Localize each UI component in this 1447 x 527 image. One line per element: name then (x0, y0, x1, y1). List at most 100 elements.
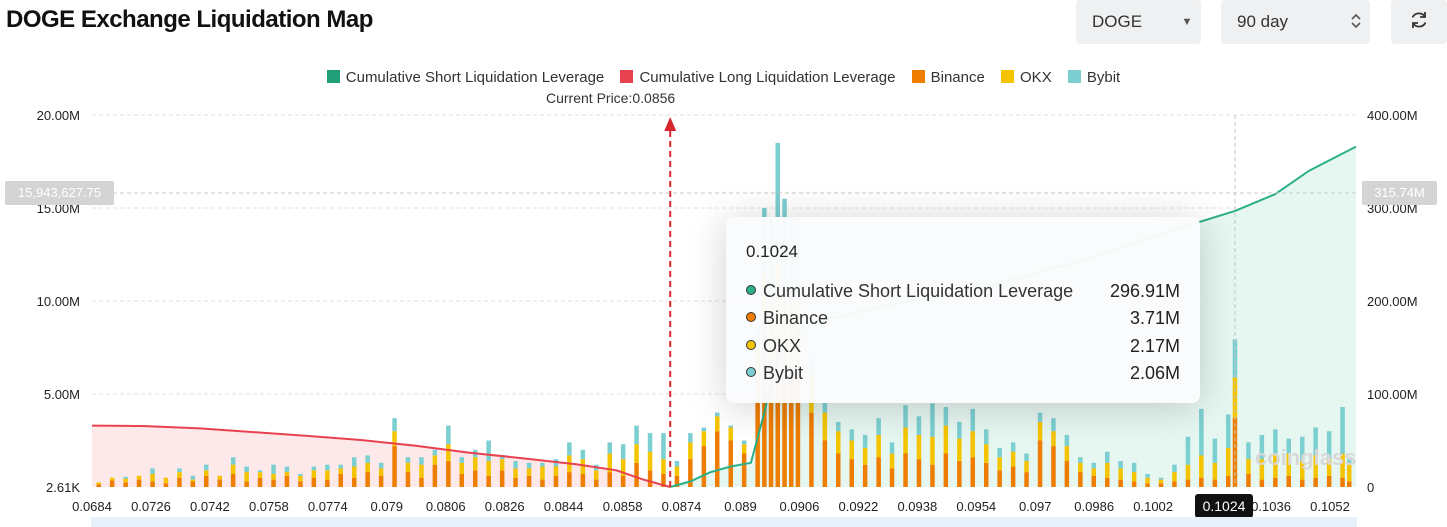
bar-binance (365, 472, 370, 487)
bar-binance (661, 474, 666, 487)
bar-bybit (728, 425, 733, 428)
bar-okx (419, 464, 424, 478)
bar-okx (1091, 468, 1096, 476)
coin-select-value: DOGE (1092, 12, 1143, 31)
bar-binance (136, 479, 142, 487)
bar-binance (1185, 479, 1191, 487)
tooltip-row-name: Cumulative Short Liquidation Leverage (763, 281, 1074, 301)
bar-bybit (1051, 418, 1056, 432)
bar-bybit (862, 434, 868, 448)
bar-bybit (580, 449, 586, 460)
tooltip-row-value: 296.91M (1109, 281, 1180, 301)
bar-bybit (244, 466, 249, 473)
tooltip-row: OKX 2.17M (746, 336, 1180, 360)
zoom-slider-track[interactable] (91, 517, 1357, 527)
bar-okx (1010, 451, 1016, 467)
bar-okx (1131, 472, 1137, 482)
bar-okx (190, 479, 196, 482)
bar-binance (849, 459, 854, 487)
bar-binance (1131, 481, 1137, 487)
bar-binance (1226, 475, 1231, 487)
bar-bybit (688, 433, 693, 443)
bar-binance (540, 479, 545, 487)
bar-bybit (567, 442, 572, 456)
bar-bybit (1185, 436, 1191, 465)
bar-okx (378, 468, 384, 476)
legend-item[interactable]: Bybit (1067, 69, 1121, 86)
bar-binance (1286, 475, 1291, 487)
x-tick-label: 0.1052 (1310, 499, 1350, 514)
bar-bybit (1091, 462, 1096, 469)
refresh-button[interactable] (1391, 0, 1447, 44)
legend-label: Cumulative Short Liquidation Leverage (345, 69, 605, 86)
bar-binance (836, 453, 841, 487)
legend-label: Binance (930, 69, 985, 86)
x-tick-label: 0.0806 (426, 499, 466, 514)
legend-label: Bybit (1086, 69, 1121, 86)
bar-binance (1326, 475, 1332, 487)
bar-bybit (459, 457, 464, 463)
legend-item[interactable]: Cumulative Short Liquidation Leverage (326, 69, 605, 86)
bar-binance (1105, 477, 1110, 487)
bar-okx (661, 459, 666, 474)
y-left-tick-label: 5.00M (44, 387, 80, 402)
bar-binance (741, 453, 747, 487)
bar-bybit (634, 425, 639, 445)
bar-okx (701, 431, 707, 447)
tooltip-dot (746, 340, 756, 350)
bar-bybit (1037, 412, 1043, 422)
legend-item[interactable]: OKX (1001, 69, 1052, 86)
bar-bybit (352, 457, 357, 467)
bar-binance (499, 470, 505, 487)
bar-bybit (325, 464, 330, 471)
updown-chevron-icon (1342, 12, 1370, 33)
bar-okx (163, 477, 169, 484)
bar-okx (284, 472, 290, 476)
bar-binance (715, 431, 720, 487)
bar-okx (862, 447, 868, 465)
bar-okx (486, 461, 491, 476)
bar-bybit (1024, 453, 1029, 461)
bar-okx (1105, 462, 1110, 478)
period-select[interactable]: 90 day (1221, 0, 1370, 44)
bar-binance (1051, 446, 1056, 487)
bar-okx (1172, 472, 1177, 482)
bar-bybit (1326, 431, 1332, 460)
x-tick-label: 0.0938 (897, 499, 937, 514)
bar-okx (136, 475, 142, 480)
bar-okx (620, 459, 626, 476)
x-tick-label: 0.0844 (544, 499, 584, 514)
bar-okx (647, 451, 653, 471)
legend-item[interactable]: Binance (911, 69, 985, 86)
bar-okx (822, 412, 828, 441)
bar-binance (311, 477, 317, 487)
bar-binance (244, 481, 249, 487)
bar-bybit (123, 476, 128, 479)
legend-item[interactable]: Cumulative Long Liquidation Leverage (620, 69, 895, 86)
period-select-value: 90 day (1237, 12, 1289, 31)
bar-binance (109, 480, 115, 487)
bar-bybit (849, 429, 854, 441)
bar-okx (634, 444, 639, 463)
bar-okx (325, 470, 330, 480)
bar-binance (580, 474, 586, 487)
bar-okx (1145, 477, 1150, 484)
tooltip-dot (746, 285, 756, 295)
bar-okx (957, 438, 962, 461)
y-left-tick-label: 10.00M (37, 294, 80, 309)
bar-bybit (1199, 408, 1204, 456)
bar-binance (1037, 440, 1043, 487)
bar-okx (1347, 464, 1352, 482)
bar-okx (984, 444, 989, 463)
bar-bybit (338, 464, 343, 469)
bar-bybit (513, 461, 518, 469)
bar-okx (473, 457, 478, 471)
coin-select[interactable]: DOGE ▼ (1076, 0, 1201, 44)
bar-binance (822, 440, 828, 487)
bar-binance (257, 477, 263, 487)
tooltip-row-name: Binance (763, 308, 829, 328)
bar-binance (789, 366, 794, 487)
bar-okx (594, 470, 599, 480)
bar-okx (1246, 459, 1251, 474)
